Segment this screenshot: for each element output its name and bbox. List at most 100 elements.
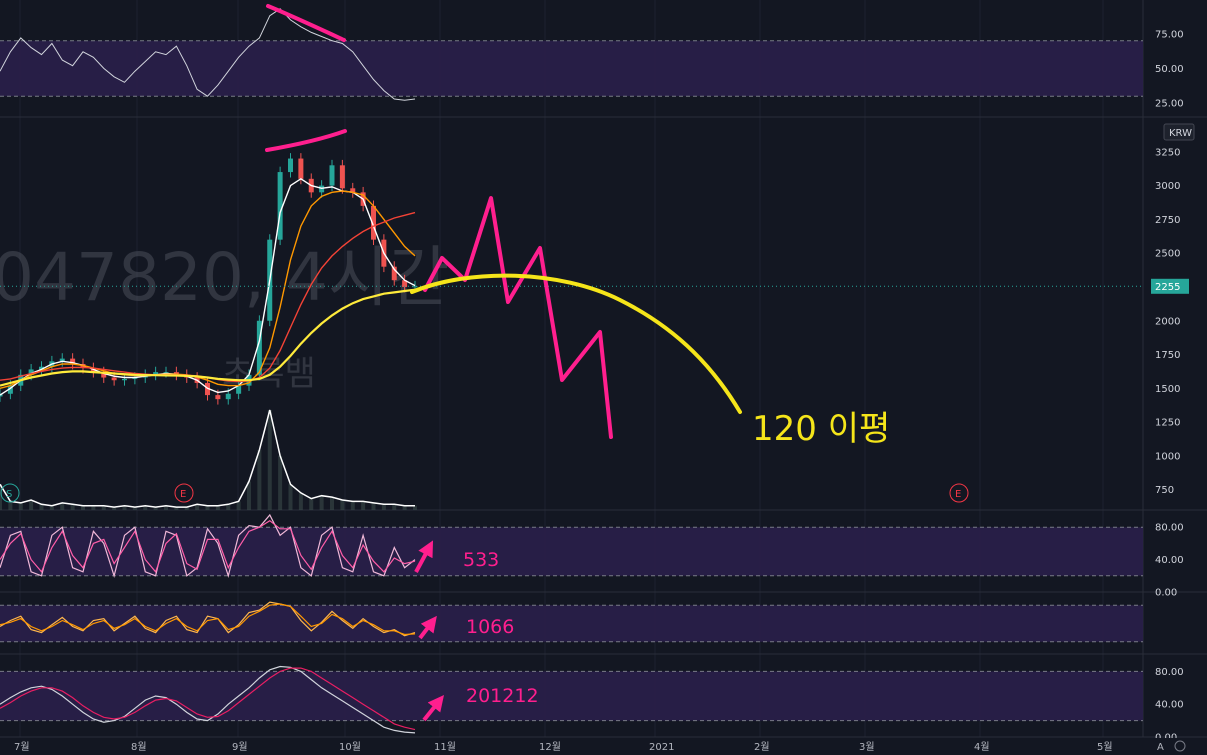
event-marker-e2 [949,483,969,503]
candle-body-33 [339,165,345,189]
month-label-8: 3월 [859,741,875,753]
event-marker-e1-label: E [180,489,186,500]
right-price-axis[interactable]: 75.0050.0025.003250300027502500225020001… [1155,29,1184,743]
volume-bar-7 [70,504,75,510]
grid-lines [0,0,1207,738]
y-tick-4-0: 80.00 [1155,667,1184,678]
stoch-533-panel [0,513,1143,578]
volume-bar-1 [8,501,13,510]
y-tick-1-9: 1000 [1155,451,1180,462]
candle-body-17 [173,372,179,375]
y-tick-1-3: 2500 [1155,249,1180,260]
y-tick-0-2: 25.00 [1155,99,1184,110]
band-panel-s2 [0,605,1143,642]
volume-bar-10 [101,505,106,510]
y-tick-1-1: 3000 [1155,181,1180,192]
candle-body-39 [402,280,408,287]
month-label-3: 10월 [339,741,361,753]
panel-s3-line-0 [0,665,416,734]
price-panel [0,153,1143,510]
ma120-projection-curve [410,273,742,414]
volume-bar-2 [18,502,23,510]
volume-bar-12 [122,505,127,510]
month-label-7: 2월 [754,741,770,753]
volume-bar-37 [381,504,386,510]
candle-body-7 [70,358,76,365]
volume-bar-16 [164,505,168,510]
volume-bar-22 [226,504,231,510]
rsi-divergence-stroke [266,4,346,42]
panel-s3-line-1 [0,667,416,731]
candle-body-38 [391,266,397,281]
stoch-201212-panel [0,665,1143,734]
y-tick-1-2: 2750 [1155,215,1180,226]
volume-bar-23 [236,501,241,510]
annotation-201212: 201212 [466,685,539,707]
y-tick-1-5: 2000 [1155,316,1180,327]
month-label-4: 11월 [434,741,456,753]
panel-s1-line-0 [0,513,416,578]
volume-bar-0 [0,484,2,510]
volume-bar-18 [184,507,189,510]
candle-body-28 [288,158,293,173]
volume-bar-31 [319,495,324,510]
month-label-5: 12월 [539,741,561,753]
currency-label: KRW [1169,128,1192,139]
candle-body-10 [101,372,107,378]
y-tick-0-1: 50.00 [1155,64,1184,75]
time-axis-bg [0,738,1207,755]
currency-badge [1163,123,1195,141]
y-tick-1-8: 1250 [1155,418,1180,429]
volume-bar-19 [195,504,200,510]
volume-bar-34 [350,501,355,510]
volume-bar-33 [340,500,345,510]
candle-body-40 [412,286,418,288]
candle-body-16 [163,372,169,374]
volume-bar-17 [174,507,179,510]
month-label-1: 8월 [131,741,147,753]
volume-bar-29 [298,492,303,510]
arrow-201212 [422,695,444,722]
volume-bar-25 [257,450,262,510]
annotation-1066: 1066 [466,616,514,638]
volume-bar-5 [49,505,54,510]
drawing-annotations [265,4,742,722]
current-price-tag [1151,278,1189,294]
y-tick-1-0: 3250 [1155,147,1180,158]
auto-scale-label[interactable]: A [1157,742,1164,753]
event-marker-s-label: S [6,489,12,500]
y-tick-4-1: 40.00 [1155,700,1184,711]
candle-body-11 [111,377,117,381]
volume-bar-13 [132,507,137,510]
band-panel-s3 [0,671,1143,721]
month-label-0: 7월 [14,741,30,753]
volume-bar-11 [112,507,117,510]
y-tick-1-7: 1500 [1155,384,1180,395]
volume-bar-35 [361,501,366,510]
arrow-1066 [418,615,437,640]
volume-bar-39 [402,505,407,510]
y-tick-2-0: 80.00 [1155,523,1184,534]
price-peak-stroke [265,129,347,152]
volume-bar-14 [143,505,148,510]
band-panel-s1 [0,527,1143,576]
settings-icon[interactable] [1174,740,1186,752]
panel-s2-line-1 [0,603,416,636]
volume-bar-30 [309,498,314,510]
y-tick-2-2: 0.00 [1155,588,1177,599]
y-tick-0-0: 75.00 [1155,29,1184,40]
ma-line-1 [0,190,416,389]
candle-body-13 [132,377,138,379]
volume-bar-24 [247,481,251,510]
volume-bar-38 [392,504,397,510]
time-axis[interactable]: 7월 8월 9월 10월 11월 12월 2021 2월 3월 4월 5월 [0,738,1207,755]
y-tick-2-1: 40.00 [1155,555,1184,566]
event-markers[interactable]: S E E [0,483,969,503]
stoch-1066-panel [0,601,1143,643]
projection-zigzag [423,196,613,439]
y-tick-1-6: 1750 [1155,350,1180,361]
event-marker-s [0,483,20,503]
candle-body-23 [236,385,242,394]
candle-body-29 [298,158,304,179]
rsi-line [0,8,416,101]
